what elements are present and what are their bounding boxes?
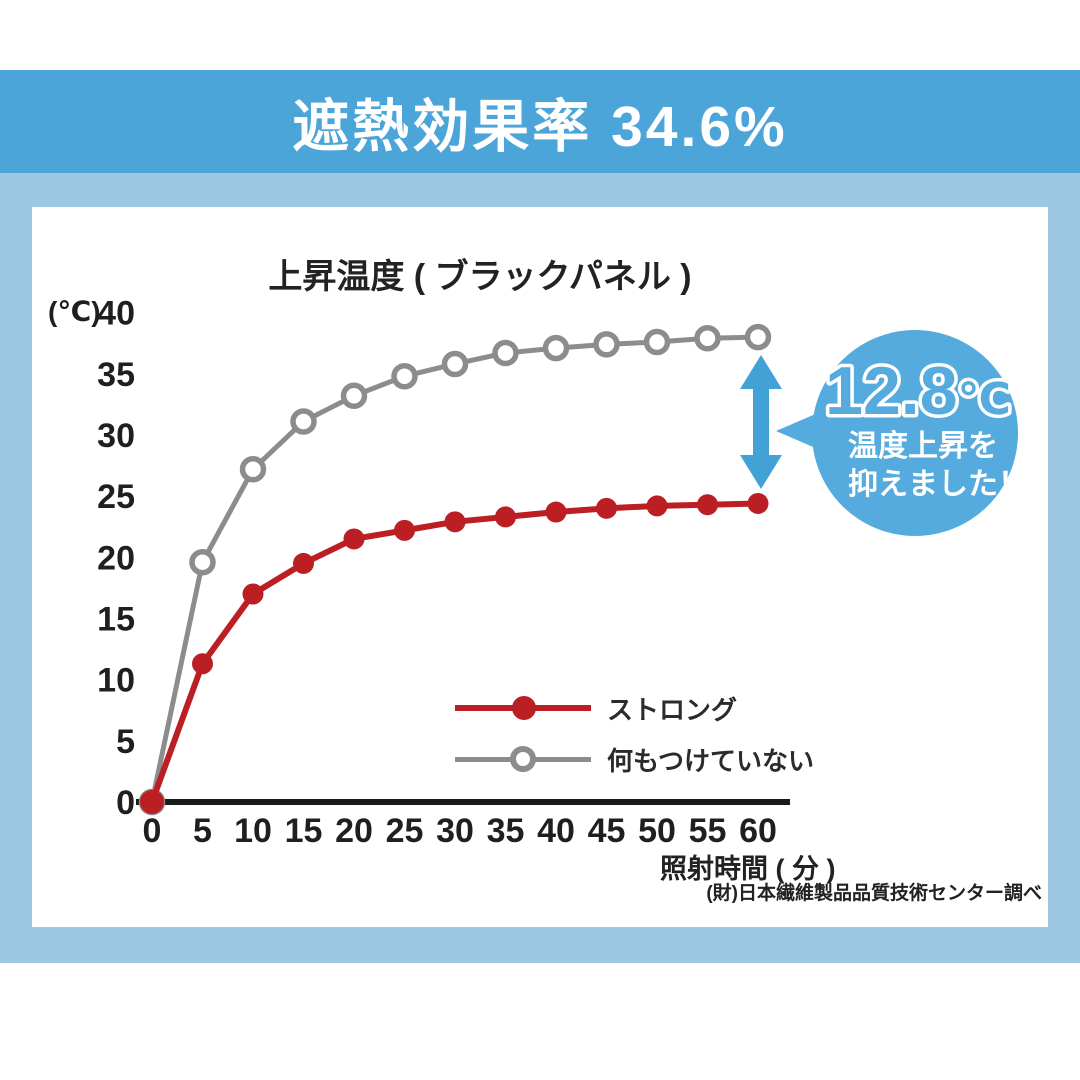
banner-title: 遮熱効果率 34.6%: [292, 94, 788, 159]
data-point-filled: [242, 583, 264, 605]
x-tick-label: 20: [335, 812, 373, 850]
y-tick-label: 5: [116, 723, 135, 761]
header-banner: 遮熱効果率 34.6%: [0, 70, 1080, 173]
top-margin: [0, 0, 1080, 70]
y-axis-unit: (℃): [48, 296, 101, 327]
x-tick-label: 45: [588, 812, 626, 850]
data-point-filled: [192, 653, 213, 675]
x-tick-label: 25: [386, 812, 424, 850]
data-point-open: [290, 408, 317, 435]
callout-number: 12.8: [825, 353, 957, 429]
x-tick-label: 10: [234, 812, 272, 850]
callout-bubble: 12.8℃ 温度上昇を 抑えました！: [812, 330, 1028, 536]
y-tick-label: 35: [97, 356, 135, 394]
content-area: 上昇温度 ( ブラックパネル ) (℃) 0 5 10 15 20 25 30 35 40 0 5 1…: [0, 173, 1080, 963]
data-point-open: [441, 350, 469, 378]
data-point-filled: [140, 790, 164, 814]
data-point-open: [744, 323, 772, 351]
callout-text: 温度上昇を 抑えました！: [848, 428, 1028, 504]
data-point-filled: [646, 495, 668, 517]
x-tick-label: 35: [487, 812, 525, 850]
y-tick-label: 25: [97, 478, 135, 516]
x-tick-label: 5: [193, 812, 212, 850]
callout-line2: 抑えました！: [848, 468, 1028, 501]
x-tick-label: 40: [537, 812, 575, 850]
source-note: (財)日本繊維製品品質技術センター調べ: [706, 883, 1042, 904]
y-tick-label: 15: [97, 600, 135, 638]
callout-value: 12.8℃: [822, 350, 1015, 433]
y-tick-label: 30: [97, 417, 135, 455]
y-tick-label: 0: [116, 784, 135, 822]
data-point-open: [391, 362, 418, 390]
legend-item-strong: ストロング: [455, 693, 814, 725]
data-point-open: [593, 331, 620, 358]
y-tick-label: 10: [97, 662, 135, 700]
data-point-open: [492, 339, 519, 367]
y-tick-label: 40: [97, 295, 135, 333]
x-axis-label: 照射時間 ( 分 ): [660, 854, 836, 884]
data-point-filled: [697, 494, 718, 516]
legend-item-untreated: 何もつけていない: [455, 744, 814, 776]
x-tick-label: 50: [638, 812, 676, 850]
legend-label-strong: ストロング: [607, 694, 738, 725]
difference-arrow: [740, 355, 782, 489]
callout-line1: 温度上昇を: [848, 430, 998, 463]
data-point-filled: [747, 492, 769, 514]
y-tick-label: 20: [97, 539, 135, 577]
chart-title: 上昇温度 ( ブラックパネル ): [268, 258, 692, 296]
red-line-swatch-icon: [455, 696, 591, 720]
legend-label-untreated: 何もつけていない: [607, 745, 814, 776]
data-point-open: [239, 455, 267, 483]
data-point-filled: [293, 552, 314, 574]
data-point-filled: [444, 511, 466, 533]
x-tick-label: 60: [739, 812, 777, 850]
legend: ストロング 何もつけていない: [455, 693, 814, 795]
callout-unit: ℃: [958, 375, 1011, 424]
data-point-open: [340, 382, 368, 410]
x-tick-label: 30: [436, 812, 474, 850]
data-point-filled: [596, 497, 617, 519]
data-point-open: [643, 328, 671, 356]
bottom-margin: [0, 963, 1080, 1080]
data-point-open: [542, 334, 570, 362]
x-tick-label: 15: [285, 812, 323, 850]
data-point-filled: [545, 501, 567, 523]
gray-line-swatch-icon: [455, 745, 591, 772]
data-point-filled: [343, 528, 365, 550]
x-tick-label: 0: [143, 812, 162, 850]
data-point-open: [694, 325, 721, 352]
data-point-filled: [394, 519, 415, 541]
data-point-open: [189, 548, 216, 576]
chart-panel: 上昇温度 ( ブラックパネル ) (℃) 0 5 10 15 20 25 30 35 40 0 5 1…: [32, 207, 1048, 927]
svg-text:12.8℃: 12.8℃: [825, 353, 1011, 429]
data-point-filled: [495, 506, 516, 528]
x-tick-label: 55: [689, 812, 727, 850]
